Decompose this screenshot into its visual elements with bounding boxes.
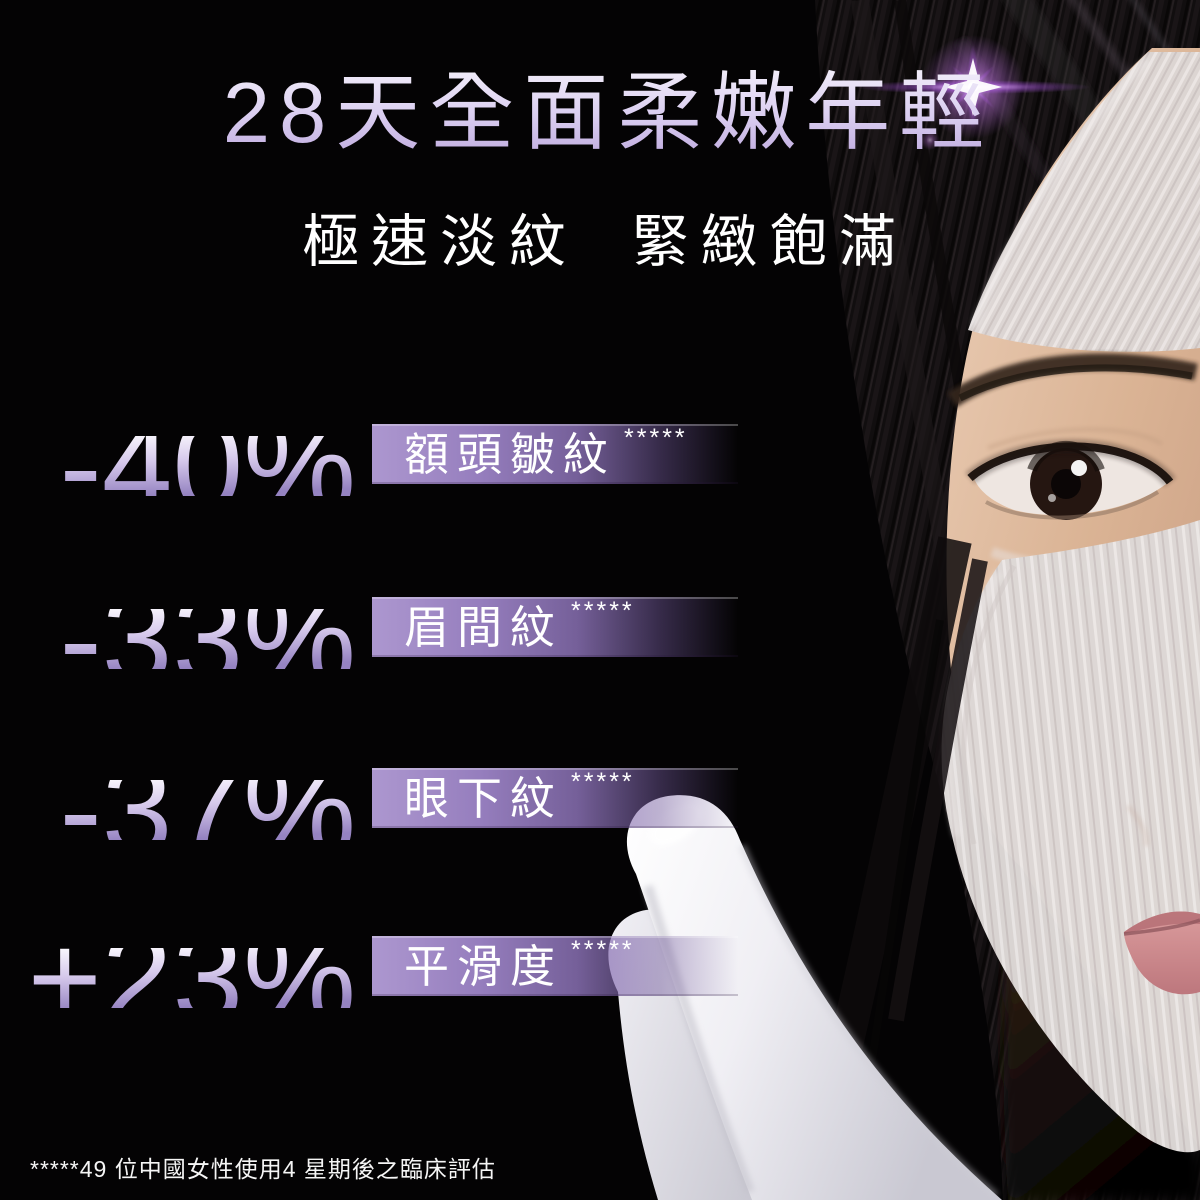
eye <box>965 427 1176 520</box>
lips <box>1123 911 1200 995</box>
headline: 28天全面柔嫩年輕 <box>16 66 1200 162</box>
sparkle-icon <box>855 35 1091 150</box>
stat-label: 平滑度 <box>404 940 564 992</box>
stat-value: -37% <box>0 747 356 874</box>
stat-bar: 眼下紋 ***** <box>372 768 738 828</box>
stat-value: -33% <box>0 576 356 703</box>
stat-stars: ***** <box>624 423 688 452</box>
stat-row-forehead-wrinkles: -40% 額頭皺紋 ***** <box>0 403 738 530</box>
forehead-cream <box>968 52 1200 352</box>
stat-row-smoothness: +23% 平滑度 ***** <box>0 915 738 1042</box>
stat-bar: 平滑度 ***** <box>372 936 738 996</box>
stat-stars: ***** <box>571 935 635 964</box>
stat-label: 額頭皺紋 <box>404 428 617 480</box>
eyebrow <box>947 353 1198 408</box>
stat-label: 眼下紋 <box>404 772 564 824</box>
stat-stars: ***** <box>571 767 635 796</box>
subheadline: 極速淡紋 緊緻飽滿 <box>302 210 908 274</box>
stat-label: 眉間紋 <box>404 601 564 653</box>
footnote: *****49 位中國女性使用4 星期後之臨床評估 <box>30 1156 496 1182</box>
stat-value: -40% <box>0 403 356 530</box>
stat-row-glabellar-lines: -33% 眉間紋 ***** <box>0 576 738 703</box>
stat-stars: ***** <box>571 596 635 625</box>
cheek-cream <box>941 520 1200 1153</box>
stat-value: +23% <box>0 915 356 1042</box>
iris <box>1027 440 1105 520</box>
stat-bar: 額頭皺紋 ***** <box>372 424 738 484</box>
stat-bar: 眉間紋 ***** <box>372 597 738 657</box>
stat-row-under-eye-lines: -37% 眼下紋 ***** <box>0 747 738 874</box>
